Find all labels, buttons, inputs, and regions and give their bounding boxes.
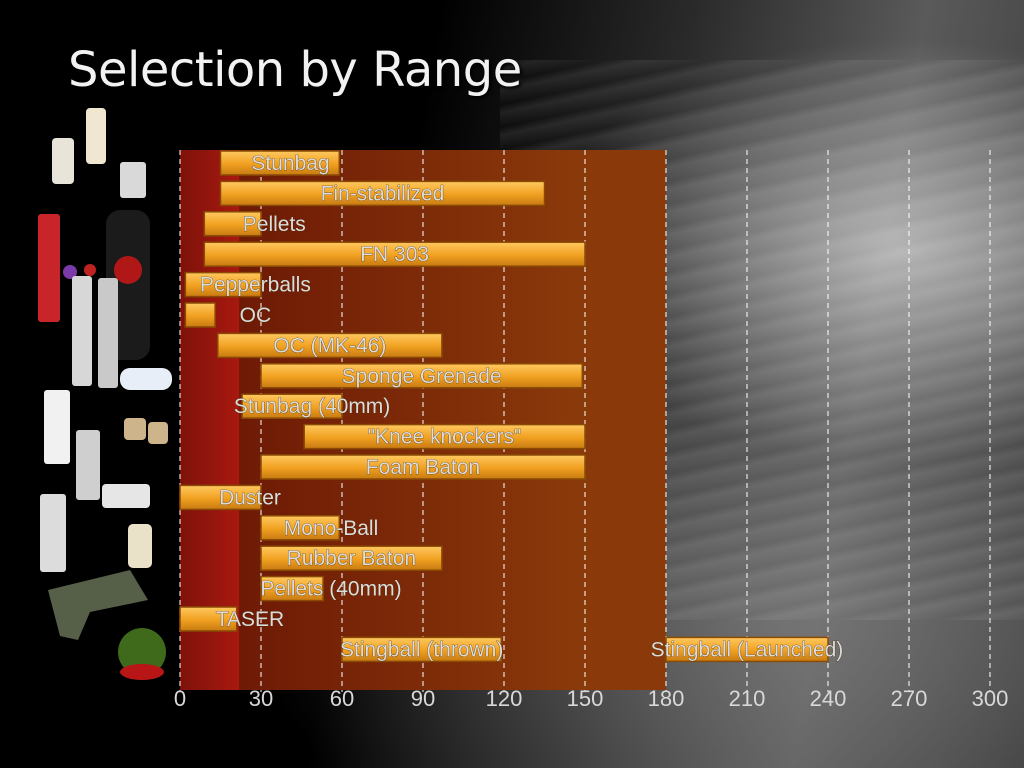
range-bar <box>241 393 343 419</box>
range-bar <box>260 575 324 602</box>
range-bar <box>260 454 586 480</box>
range-bar <box>184 302 216 328</box>
range-bar <box>219 180 546 207</box>
range-zone <box>180 150 240 690</box>
range-bar <box>219 150 341 176</box>
bar-label: FN 303 <box>360 243 429 266</box>
tick-label: 30 <box>249 686 273 711</box>
range-bar <box>217 332 443 359</box>
round-photo <box>128 524 152 568</box>
range-bars <box>179 150 829 663</box>
extinguisher-label <box>114 256 142 284</box>
canister-photo <box>76 430 100 500</box>
range-bar <box>341 636 503 663</box>
bar-label: Sponge Grenade <box>342 365 502 388</box>
bar-labels: Stunbag Fin-stabilized Pellets FN 303 Pepper… <box>200 152 844 662</box>
tick-label: 60 <box>330 686 354 711</box>
tick-label: 210 <box>729 686 766 711</box>
grenade-label <box>120 664 164 680</box>
baton-photo <box>148 422 168 444</box>
range-bar <box>303 423 586 450</box>
bar-label: Foam Baton <box>366 456 480 479</box>
tick-label: 90 <box>411 686 435 711</box>
range-bar <box>203 211 262 237</box>
x-axis-ticks: 0 30 60 90 120 150 180 210 240 270 300 <box>174 686 1008 711</box>
range-bar <box>260 363 584 389</box>
shell-photo <box>40 494 66 572</box>
range-bar <box>260 545 443 571</box>
pepperball-photo <box>63 265 77 279</box>
bar-label: TASER <box>216 608 284 631</box>
foam-round-photo <box>44 390 70 464</box>
stingball-grenade-photo <box>118 628 166 676</box>
baton-photo <box>124 418 146 440</box>
bar-label: "Knee knockers" <box>368 426 522 449</box>
tick-label: 0 <box>174 686 186 711</box>
tick-label: 180 <box>648 686 685 711</box>
launcher-round-photo <box>72 276 92 386</box>
round-photo <box>86 108 106 164</box>
canister-photo <box>120 162 146 198</box>
spray-can-photo <box>38 214 60 322</box>
range-bar <box>203 241 586 267</box>
gridlines <box>179 150 991 692</box>
bar-label: Stingball (thrown) <box>340 638 503 661</box>
range-bar <box>260 515 341 541</box>
sponge-round-photo <box>120 368 172 390</box>
tick-label: 150 <box>567 686 604 711</box>
canister-photo <box>52 138 74 184</box>
slide-title: Selection by Range <box>68 42 522 98</box>
bar-label: Pellets (40mm) <box>260 578 401 601</box>
tick-label: 270 <box>891 686 928 711</box>
product-photo-collage <box>38 108 172 680</box>
bar-label: Pellets <box>243 213 306 236</box>
bar-label: Stingball (Launched) <box>651 638 844 661</box>
bar-label: Rubber Baton <box>287 547 417 570</box>
launcher-round-photo <box>98 278 118 388</box>
bar-label: Stunbag <box>251 152 329 175</box>
range-bar <box>665 636 829 663</box>
range-bar <box>179 484 262 511</box>
range-bar <box>179 606 238 632</box>
range-bar <box>184 271 262 298</box>
range-zone <box>585 150 666 690</box>
tick-label: 240 <box>810 686 847 711</box>
bar-label: Mono-Ball <box>284 517 379 540</box>
tick-label: 120 <box>486 686 523 711</box>
bar-label: Duster <box>219 486 281 509</box>
taser-photo <box>48 570 148 640</box>
bar-label: OC (MK-46) <box>273 334 386 357</box>
bar-label: Pepperballs <box>200 274 311 297</box>
bar-label: Fin-stabilized <box>321 182 445 205</box>
pepperball-photo <box>84 264 96 276</box>
muzzle-blast-photo <box>102 484 150 508</box>
bar-label: Stunbag (40mm) <box>234 395 390 418</box>
tick-label: 300 <box>972 686 1009 711</box>
bar-label: OC <box>240 304 272 327</box>
